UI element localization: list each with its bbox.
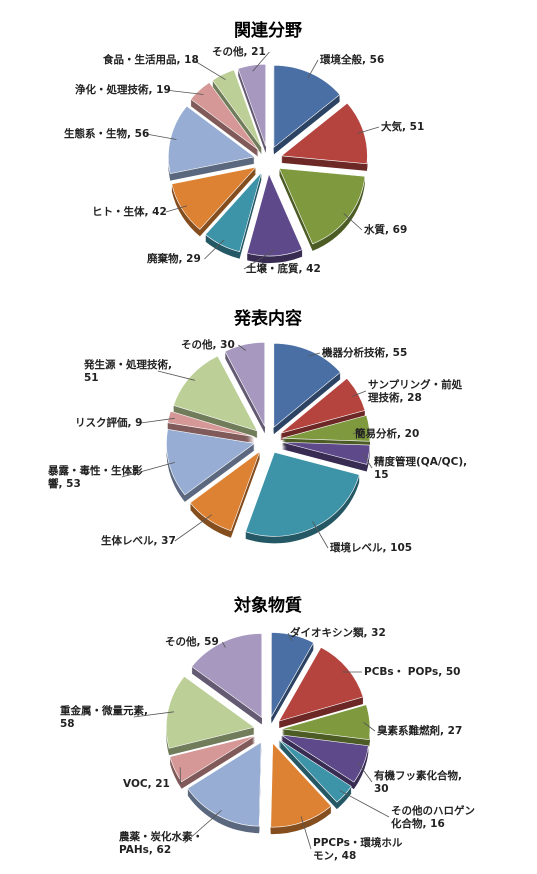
slice-label: サンプリング・前処理技術, 28: [368, 378, 463, 404]
pie-slice-8: [190, 82, 259, 151]
slice-label: 環境レベル, 105: [330, 541, 412, 554]
leader-line: [165, 89, 204, 95]
slice-label: VOC, 21: [123, 778, 170, 790]
slice-label: その他のハロゲン化合物, 16: [391, 804, 475, 830]
slice-label: 重金属・微量元素, 58: [60, 704, 148, 730]
leader-line: [222, 641, 226, 648]
leader-line: [174, 514, 213, 542]
chart-panel-target-substances: 対象物質ダイオキシン類, 32 PCBs・ POPs, 50 臭素系難燃剤, 27 有…: [0, 585, 537, 874]
leader-line: [145, 133, 177, 140]
pie-slice-4: [246, 173, 303, 257]
leader-line: [157, 370, 195, 381]
slice-label: 生態系・生物, 56: [64, 127, 149, 140]
leader-line: [307, 352, 321, 357]
chart-panel-related-fields: 関連分野環境全般, 56 大気, 51 水質, 69 土壌・底質, 42 廃棄物, 29…: [0, 0, 537, 290]
slice-label: 機器分析技術, 55: [322, 346, 407, 359]
pie-slice-6: [171, 166, 257, 230]
leader-line: [357, 126, 380, 134]
slice-label: ヒト・生体, 42: [92, 205, 167, 218]
pie-slice-3: [281, 414, 371, 442]
slice-label: 生体レベル, 37: [101, 534, 176, 547]
leader-line: [165, 205, 188, 213]
slice-label: その他, 21: [212, 45, 266, 58]
slice-label: 大気, 51: [381, 120, 424, 133]
leader-line: [204, 239, 225, 260]
leader-line: [362, 453, 373, 469]
slice-label: PCBs・ POPs, 50: [364, 666, 460, 678]
leader-line: [363, 722, 376, 732]
pie-slice-10: [224, 342, 266, 427]
leader-line: [312, 521, 329, 549]
slice-label: リスク評価, 9: [75, 416, 142, 429]
pie-slice-5: [278, 738, 352, 803]
leader-line: [300, 816, 312, 850]
slice-label: 発生源・処理技術, 51: [83, 358, 172, 384]
leader-line: [287, 632, 293, 641]
leader-line: [339, 790, 390, 818]
slice-label: その他, 59: [165, 635, 219, 648]
slice-label: 環境全般, 56: [320, 53, 384, 66]
slice-label: 水質, 69: [363, 223, 407, 236]
slice-label: ダイオキシン類, 32: [290, 626, 386, 639]
leader-line: [352, 390, 367, 397]
leader-line: [343, 213, 363, 231]
pie-slice-6: [189, 450, 261, 532]
leader-line: [307, 59, 319, 79]
pie-slice-2: [280, 377, 366, 434]
leader-line: [184, 810, 222, 844]
chart-title: 発表内容: [233, 308, 302, 329]
pie-slice-3: [281, 704, 371, 740]
slice-label: 臭素系難燃剤, 27: [377, 724, 462, 737]
pie-slice-7: [187, 741, 262, 827]
leader-line: [238, 344, 247, 351]
slice-label: 廃棄物, 29: [147, 252, 201, 265]
pie-slice-4: [281, 441, 371, 465]
slice-label: 浄化・処理技術, 19: [75, 83, 171, 96]
pie-slice-3: [278, 167, 366, 245]
chart-title: 関連分野: [234, 20, 302, 41]
leader-line: [121, 462, 176, 478]
slice-label: 農薬・炭化水素・ PAHs, 62: [119, 830, 203, 856]
chart-panel-presentation-content: 発表内容機器分析技術, 55 サンプリング・前処理技術, 28 簡易分析, 20 精度…: [0, 300, 537, 580]
pie-slice-2: [278, 647, 364, 722]
leader-line: [192, 59, 226, 81]
pie-slice-10: [237, 63, 267, 147]
pie-slice-9: [165, 675, 255, 749]
leader-line: [140, 417, 175, 424]
pie-slice-5: [205, 172, 262, 253]
pie-slice-9: [173, 355, 258, 432]
leader-line: [357, 762, 373, 783]
pie-slice-8: [167, 410, 255, 437]
pie-slice-1: [273, 342, 341, 428]
slice-label: 有機フッ素化合物, 30: [374, 769, 462, 795]
slice-label: その他, 30: [181, 338, 235, 351]
leader-line: [243, 249, 275, 270]
leader-line: [252, 51, 270, 72]
slice-label: 土壌・底質, 42: [246, 262, 321, 275]
chart-title: 対象物質: [233, 595, 302, 616]
pie-slice-8: [169, 735, 256, 783]
pie-slice-4: [280, 734, 369, 783]
slice-label: 簡易分析, 20: [354, 427, 419, 440]
pie-slice-1: [271, 632, 314, 718]
slice-label: 暴露・毒性・生体影響, 53: [47, 464, 143, 490]
slice-label: 精度管理(QA/QC), 15: [374, 455, 467, 481]
leader-line: [133, 711, 174, 718]
slice-label: PPCPs・環境ホルモン, 48: [313, 836, 403, 862]
slice-label: 食品・生活用品, 18: [102, 53, 199, 66]
leader-line: [352, 428, 364, 435]
pie-slice-9: [212, 69, 262, 148]
